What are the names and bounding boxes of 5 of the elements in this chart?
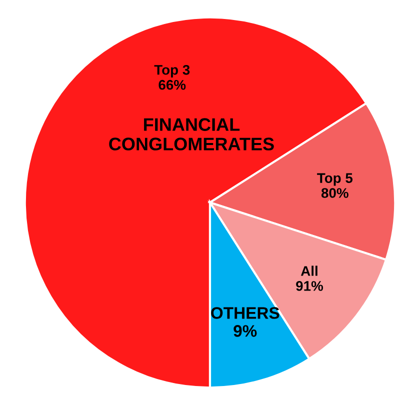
slice-label: OTHERS 9% [211,307,280,337]
text: FINANCIAL CONGLOMERATES [109,118,274,150]
slice-label: Top 5 80% [317,173,353,198]
slice-label: Top 3 66% [154,64,190,90]
slice-label: All 91% [296,266,324,291]
